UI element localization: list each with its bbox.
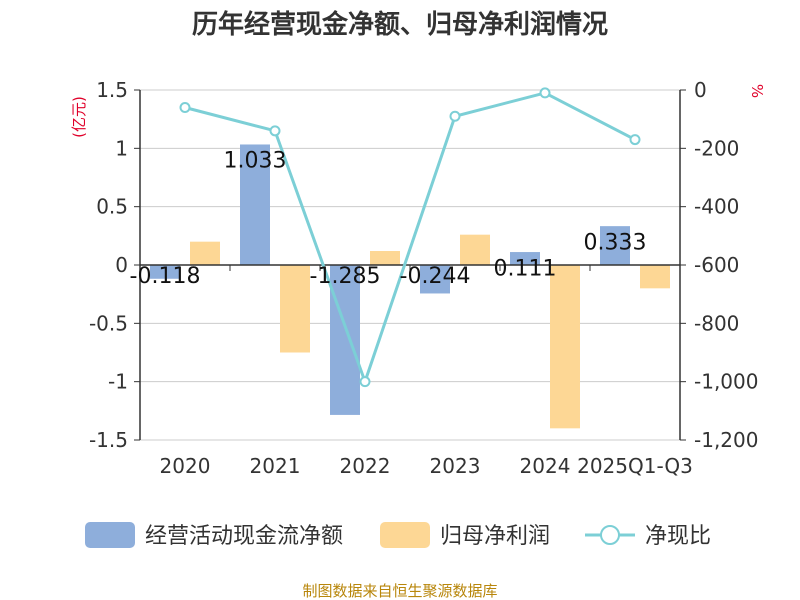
axes: 1.5 1 0.5 0 -0.5 -1 -1.5 0 -200 -400 -600 -800 -1,00…: [89, 78, 759, 478]
profit-bar-2021: [280, 265, 310, 353]
category-label: 2023: [430, 454, 481, 478]
cashflow-bar-2021: [240, 144, 270, 265]
cashflow-data-label: 0.111: [494, 256, 557, 281]
category-label: 2022: [340, 454, 391, 478]
left-tick-label: -1.5: [89, 428, 128, 452]
right-tick-label: -1,200: [694, 428, 758, 452]
ratio-point-2023: [449, 110, 461, 122]
legend-label-ratio: 净现比: [645, 524, 711, 549]
right-tick-label: -600: [694, 253, 739, 277]
cashflow-bar-2024: [510, 252, 540, 265]
right-tick-label: 0: [694, 78, 707, 102]
profit-bar-2022: [370, 251, 400, 265]
category-label: 2024: [520, 454, 571, 478]
right-tick-label: -800: [694, 311, 739, 335]
left-tick-label: 0.5: [96, 195, 128, 219]
right-axis-unit: %: [748, 84, 766, 98]
cashflow-data-label: 0.333: [584, 230, 647, 255]
right-tick-label: -1,000: [694, 370, 758, 394]
profit-bar-2024: [550, 265, 580, 429]
bar-marks: [150, 144, 670, 429]
profit-bar-2020: [190, 241, 220, 265]
ratio-point-2020: [179, 102, 191, 113]
legend-swatch-cashflow: [85, 522, 135, 548]
ratio-line: [179, 87, 641, 388]
profit-bar-2025Q1-Q3: [640, 265, 670, 289]
right-tick-label: -400: [694, 195, 739, 219]
left-tick-label: 1.5: [96, 78, 128, 102]
ratio-point-2024: [539, 87, 551, 99]
ratio-line-path: [184, 91, 636, 387]
category-label: 2021: [250, 454, 301, 478]
category-label: 2025Q1-Q3: [577, 454, 693, 478]
profit-bar-2023: [460, 234, 490, 265]
legend-label-cashflow: 经营活动现金流净额: [145, 524, 343, 549]
cashflow-data-label: -1.285: [310, 264, 381, 289]
ratio-point-2025Q1-Q3: [629, 134, 641, 146]
cashflow-data-label: -0.244: [400, 264, 471, 289]
left-tick-label: -0.5: [89, 311, 128, 335]
legend-marker-ratio: [600, 525, 620, 545]
legend-swatch-profit: [380, 522, 430, 548]
cashflow-bar-2022: [330, 265, 360, 415]
cashflow-data-label: 1.033: [224, 149, 287, 174]
ratio-point-2021: [269, 125, 281, 137]
ratio-point-2022: [359, 376, 371, 388]
category-label: 2020: [160, 454, 211, 478]
chart-title: 历年经营现金净额、归母净利润情况: [192, 9, 608, 40]
right-tick-label: -200: [694, 136, 739, 160]
data-labels: -0.118 1.033 -1.285 -0.244 0.111 0.333: [130, 149, 647, 290]
cashflow-bar-2020: [150, 265, 180, 279]
left-axis-unit: (亿元): [70, 96, 88, 138]
left-tick-label: -1: [108, 370, 128, 394]
legend-label-profit: 归母净利润: [440, 524, 550, 549]
left-tick-label: 1: [115, 136, 128, 160]
cashflow-data-label: -0.118: [130, 264, 201, 289]
left-tick-label: 0: [115, 253, 128, 277]
legend: 经营活动现金流净额 归母净利润 净现比: [85, 522, 711, 549]
source-note: 制图数据来自恒生聚源数据库: [302, 582, 497, 600]
cashflow-bar-2023: [420, 265, 450, 294]
cashflow-bar-2025Q1-Q3: [600, 226, 630, 265]
